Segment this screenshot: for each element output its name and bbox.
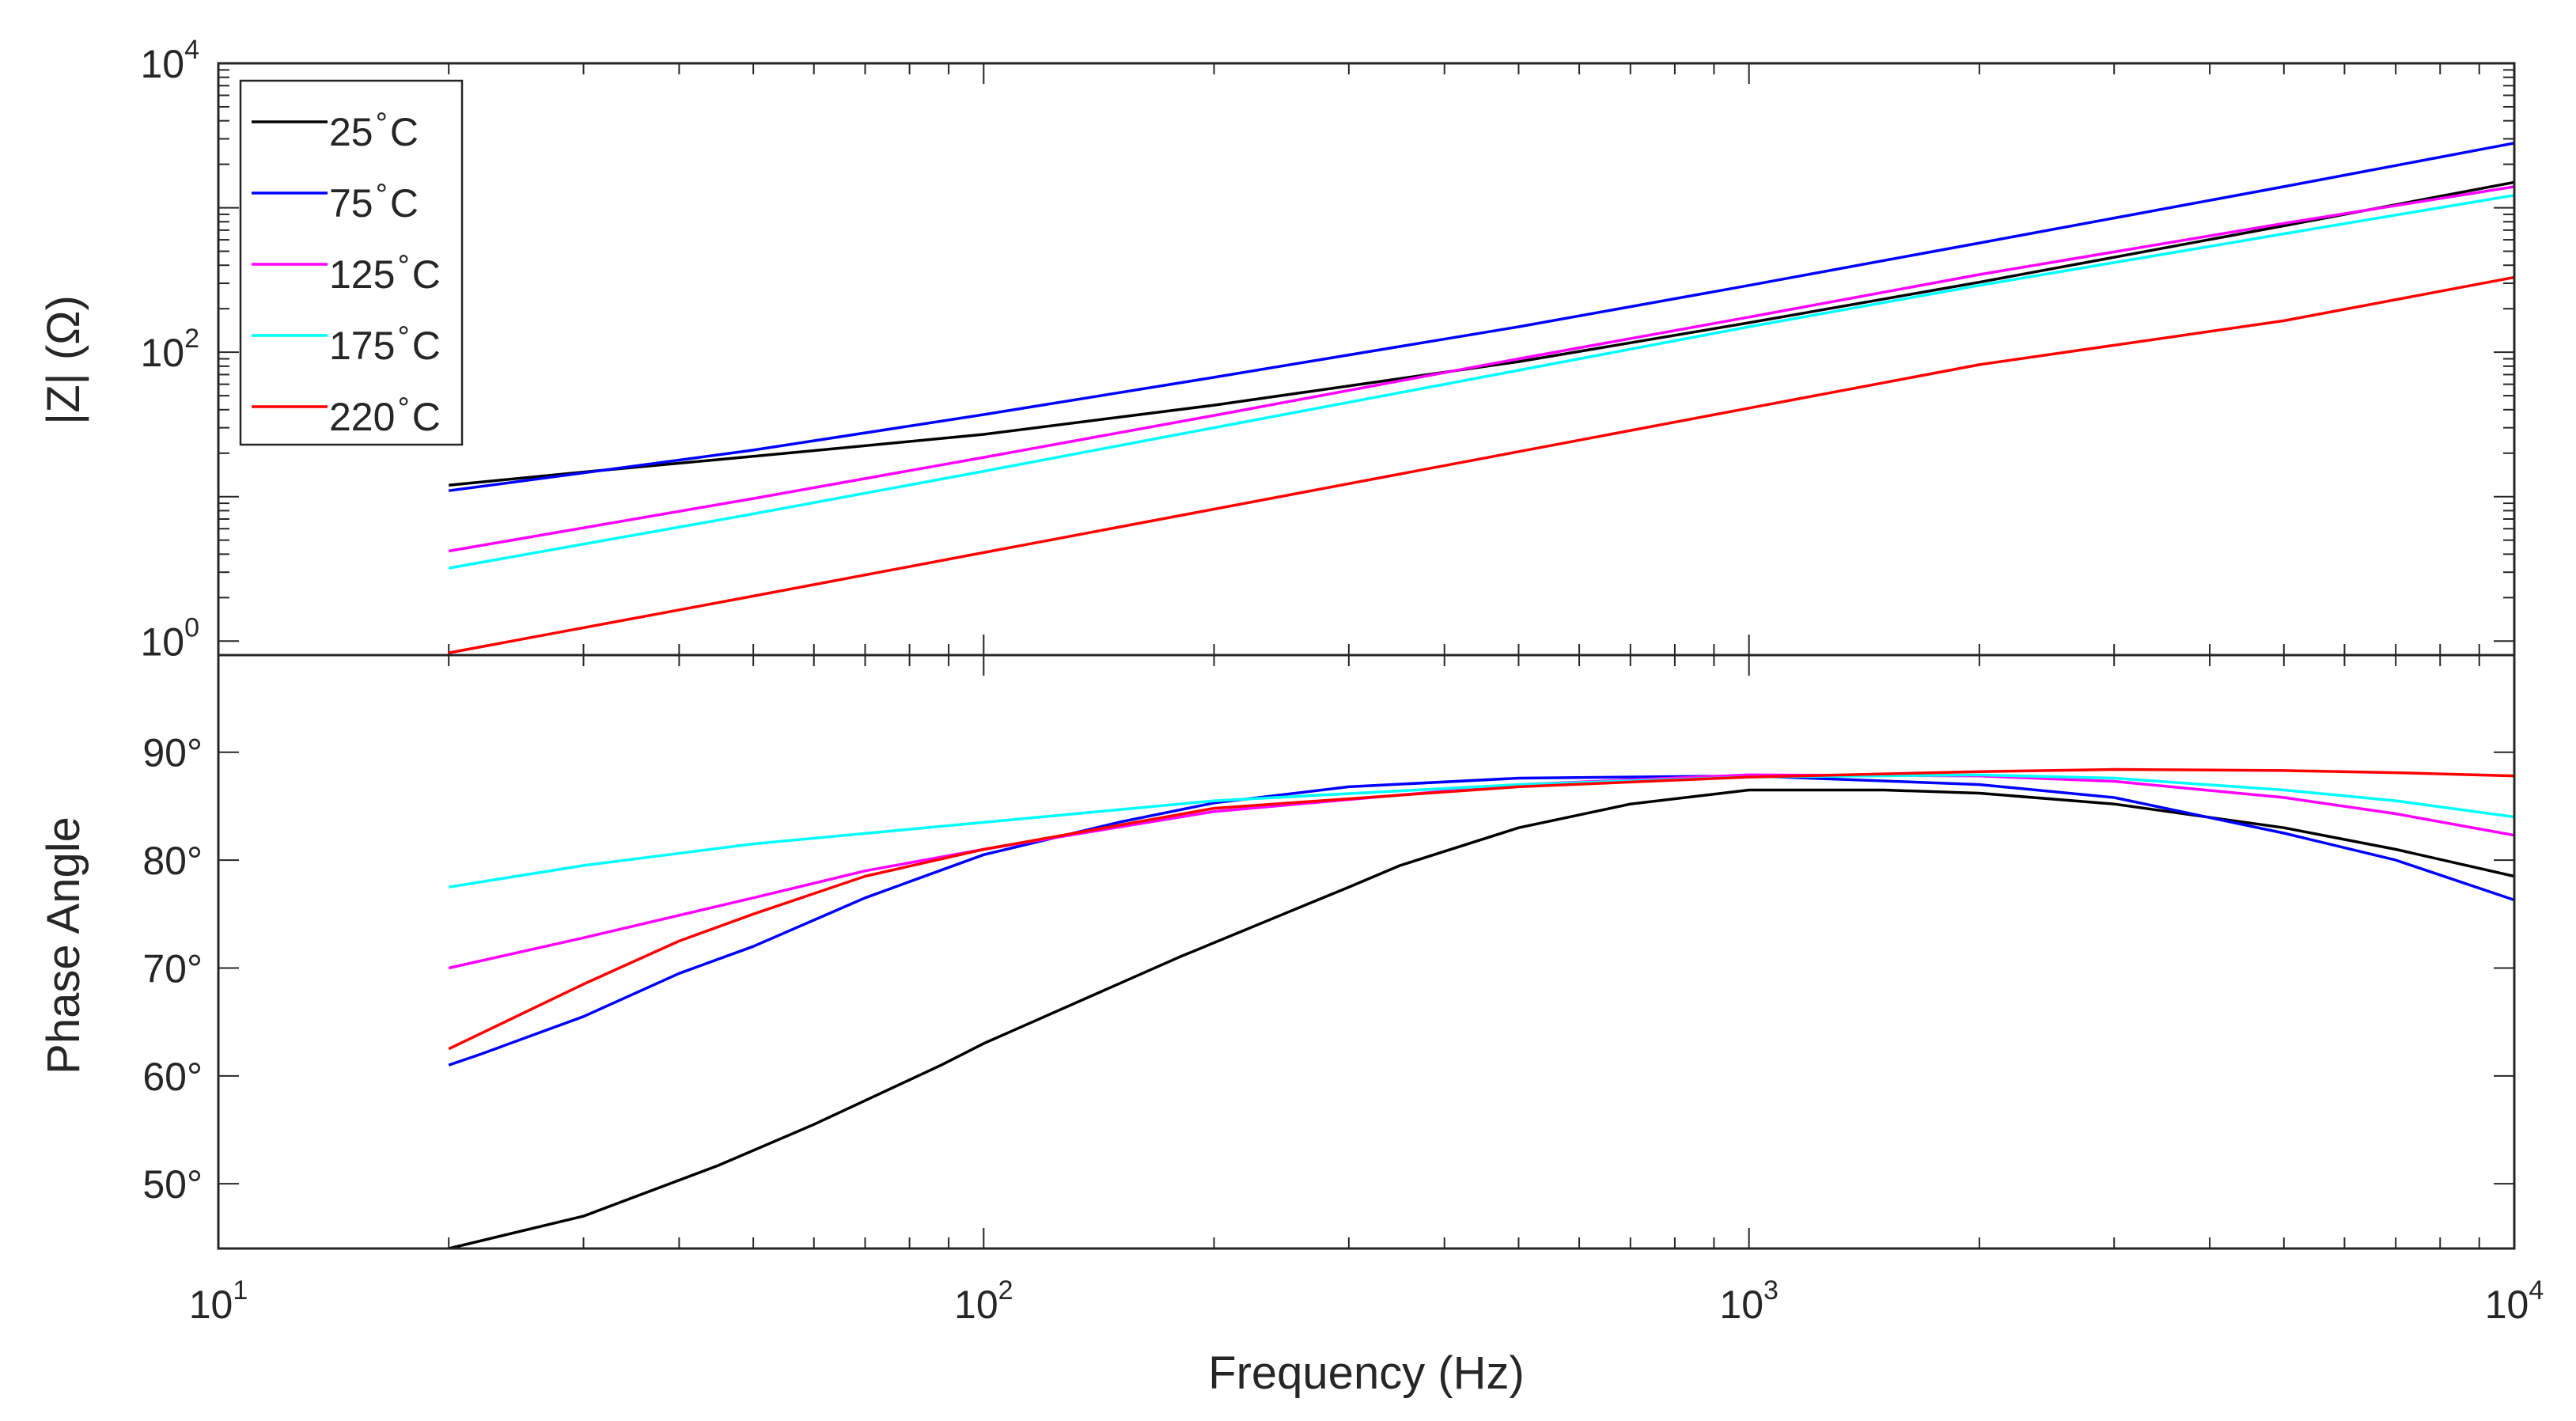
series-line-phase-angle-75 bbox=[448, 774, 2515, 1067]
y-tick-label: 104 bbox=[140, 35, 199, 86]
legend-box bbox=[239, 79, 464, 446]
legend-label: 25∘C bbox=[329, 101, 419, 154]
legend-label: 75∘C bbox=[329, 172, 419, 225]
x-tick-label: 102 bbox=[954, 1275, 1013, 1327]
series-line-phase-angle-25 bbox=[448, 788, 2515, 1250]
y-tick-label: 100 bbox=[140, 612, 199, 664]
top-y-axis-label: |Z| (Ω) bbox=[38, 295, 89, 425]
axes-frames bbox=[217, 62, 2516, 1250]
y-tick-label: 70° bbox=[142, 946, 203, 991]
tick-marks bbox=[218, 63, 2515, 1249]
x-axis-label: Frequency (Hz) bbox=[1208, 1347, 1525, 1399]
x-tick-label: 104 bbox=[2485, 1275, 2544, 1327]
series-line-impedance-magnitude-25 bbox=[449, 180, 2515, 487]
y-tick-label: 90° bbox=[142, 731, 203, 775]
legend-label: 220∘C bbox=[329, 386, 441, 439]
y-tick-label: 60° bbox=[142, 1055, 203, 1099]
series-line-impedance-magnitude-125 bbox=[448, 185, 2515, 553]
series-line-phase-angle-220 bbox=[448, 767, 2515, 1051]
bottom-axes-frame bbox=[217, 654, 2516, 1250]
series-lines bbox=[448, 142, 2515, 1250]
series-line-impedance-magnitude-75 bbox=[448, 142, 2515, 492]
y-tick-label: 80° bbox=[142, 839, 203, 883]
series-line-impedance-magnitude-220 bbox=[448, 275, 2515, 654]
tick-labels: 101 102 103 104 100 102 104 50° 60° 70° 80° 90° bbox=[140, 35, 2544, 1327]
y-tick-label: 102 bbox=[140, 324, 199, 375]
legend-label: 125∘C bbox=[329, 244, 441, 297]
legend-label: 175∘C bbox=[329, 315, 441, 368]
series-line-impedance-magnitude-175 bbox=[448, 194, 2515, 570]
legend: 25∘C 75∘C 125∘C 175∘C 220∘C bbox=[239, 79, 464, 446]
x-tick-label: 103 bbox=[1719, 1275, 1779, 1327]
y-tick-label: 50° bbox=[142, 1162, 203, 1207]
x-tick-label: 101 bbox=[189, 1275, 248, 1327]
bottom-y-axis-label: Phase Angle bbox=[38, 817, 89, 1074]
